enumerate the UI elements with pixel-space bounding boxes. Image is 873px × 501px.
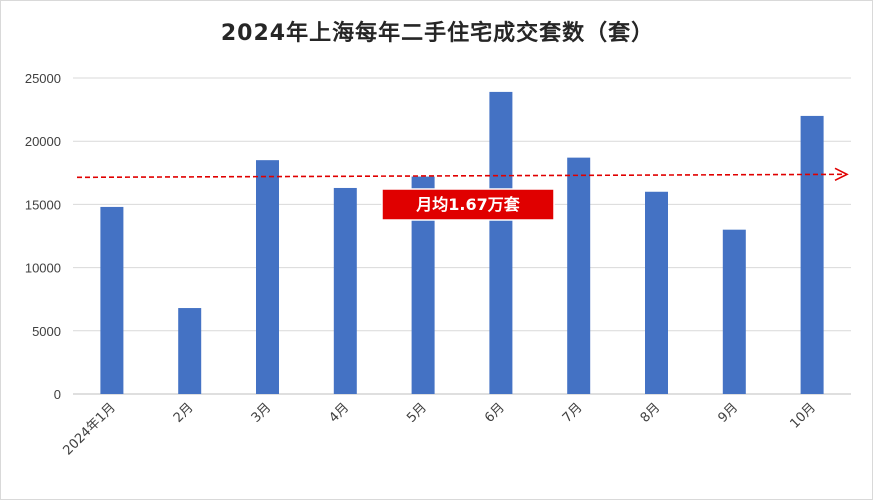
- x-tick-label: 2月: [171, 400, 197, 426]
- y-tick-label: 0: [54, 387, 61, 402]
- bar: [100, 206, 124, 394]
- x-tick-label: 8月: [638, 400, 664, 426]
- bar: [722, 229, 746, 394]
- x-tick-label: 10月: [787, 400, 818, 431]
- bar: [567, 157, 591, 394]
- bar: [489, 91, 513, 395]
- average-line-dash: [76, 173, 844, 179]
- x-tick-label: 6月: [482, 400, 508, 426]
- x-tick-label: 7月: [560, 400, 586, 426]
- x-axis-ticks: 2024年1月 2月 3月 4月 5月 6月 7月 8月 9月 10月: [60, 400, 818, 458]
- y-tick-label: 20000: [25, 134, 61, 149]
- y-axis-ticks: 0 5000 10000 15000 20000 25000: [25, 71, 61, 402]
- x-tick-label: 2024年1月: [60, 400, 118, 458]
- bars: [100, 91, 824, 395]
- y-tick-label: 25000: [25, 71, 61, 86]
- y-tick-label: 5000: [32, 324, 61, 339]
- annotation-label: 月均1.67万套: [415, 195, 520, 214]
- bar: [333, 187, 357, 394]
- y-tick-label: 10000: [25, 261, 61, 276]
- x-tick-label: 5月: [404, 400, 430, 426]
- bar: [411, 176, 435, 394]
- x-tick-label: 9月: [715, 400, 741, 426]
- chart-title: 2024年上海每年二手住宅成交套数（套）: [220, 21, 655, 46]
- average-line-arrowhead: [834, 167, 849, 182]
- bar: [178, 308, 202, 394]
- y-tick-label: 15000: [25, 197, 61, 212]
- bar: [645, 191, 668, 394]
- annotation-box: [381, 188, 555, 221]
- bar: [256, 160, 279, 394]
- x-tick-label: 3月: [249, 400, 275, 426]
- bar: [800, 115, 824, 395]
- average-annotation: 月均1.67万套: [381, 188, 555, 221]
- x-tick-label: 4月: [326, 400, 352, 426]
- average-line: [76, 167, 849, 182]
